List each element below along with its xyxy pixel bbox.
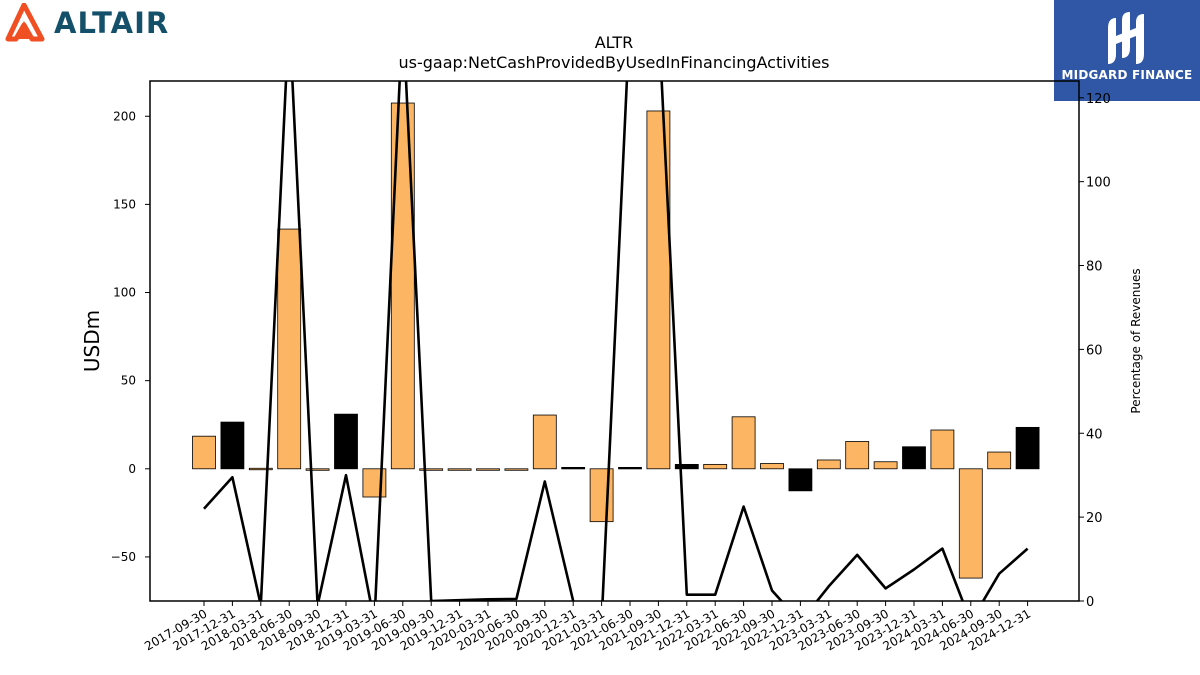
bar-series <box>192 102 1040 579</box>
y-axis-left: −50 0 50 100 150 200 <box>111 109 150 564</box>
y2-tick-label: 40 <box>1086 427 1103 442</box>
altair-logo: ALTAIR <box>4 2 169 44</box>
bar-2018-12-31 <box>334 413 358 470</box>
bar-2024-06-30 <box>958 468 983 579</box>
bar-2024-12-31 <box>1015 426 1040 470</box>
bar-2022-03-31 <box>703 463 728 470</box>
bar-2023-12-31 <box>902 446 926 470</box>
bar-2020-09-30 <box>532 414 557 470</box>
bar-2022-12-31 <box>788 468 813 492</box>
bar-2019-09-30 <box>419 468 444 471</box>
bar-2024-09-30 <box>987 451 1012 470</box>
y2-tick-label: 0 <box>1086 595 1094 610</box>
bar-2020-12-31 <box>561 466 586 470</box>
y2-axis-label: Percentage of Revenues <box>1129 268 1143 413</box>
plot-frame <box>149 80 1080 602</box>
chart-title: ALTR <box>595 33 634 52</box>
y-axis-right: 0 20 40 60 80 100 120 <box>1079 92 1111 610</box>
bar-2022-06-30 <box>731 416 756 470</box>
bar-2023-09-30 <box>873 461 898 470</box>
bar-2022-09-30 <box>760 463 784 470</box>
bar-2020-03-31 <box>476 468 500 471</box>
midgard-logo-text: MIDGARD FINANCE <box>1061 68 1193 82</box>
line-series <box>203 81 1029 601</box>
y-axis-label: USDm <box>80 310 104 372</box>
bar-2020-06-30 <box>504 468 529 471</box>
y-tick-label: 100 <box>113 286 136 300</box>
y2-tick-label: 80 <box>1086 260 1103 275</box>
y-tick-label: 150 <box>113 197 136 211</box>
bar-2018-06-30 <box>277 228 302 470</box>
bar-2017-09-30 <box>192 435 216 470</box>
y-tick-label: 0 <box>128 462 136 476</box>
y-tick-label: −50 <box>111 550 136 564</box>
bar-2019-12-31 <box>447 468 472 471</box>
bar-2021-12-31 <box>674 463 699 470</box>
bar-2021-09-30 <box>646 110 671 470</box>
y-tick-label: 50 <box>121 374 136 388</box>
bar-2023-03-31 <box>816 459 841 470</box>
y2-tick-label: 100 <box>1086 176 1111 191</box>
revenue-percentage-line <box>203 81 1029 601</box>
altair-logo-text: ALTAIR <box>54 6 170 40</box>
x-axis: 2017-09-302017-12-312018-03-312018-06-30… <box>142 601 1033 653</box>
bar-2018-09-30 <box>305 468 330 471</box>
y2-tick-label: 120 <box>1086 92 1111 107</box>
bar-2018-03-31 <box>248 467 273 471</box>
midgard-logo-icon <box>1108 12 1144 64</box>
bar-2017-12-31 <box>220 421 245 470</box>
altair-logo-icon <box>5 3 45 42</box>
y-tick-label: 200 <box>113 109 136 123</box>
y2-tick-label: 20 <box>1086 511 1103 526</box>
bar-2024-03-31 <box>930 429 955 470</box>
bar-2023-06-30 <box>845 441 870 470</box>
y2-tick-label: 60 <box>1086 343 1103 358</box>
chart-subtitle: us-gaap:NetCashProvidedByUsedInFinancing… <box>398 53 829 72</box>
bar-2021-06-30 <box>618 466 642 470</box>
